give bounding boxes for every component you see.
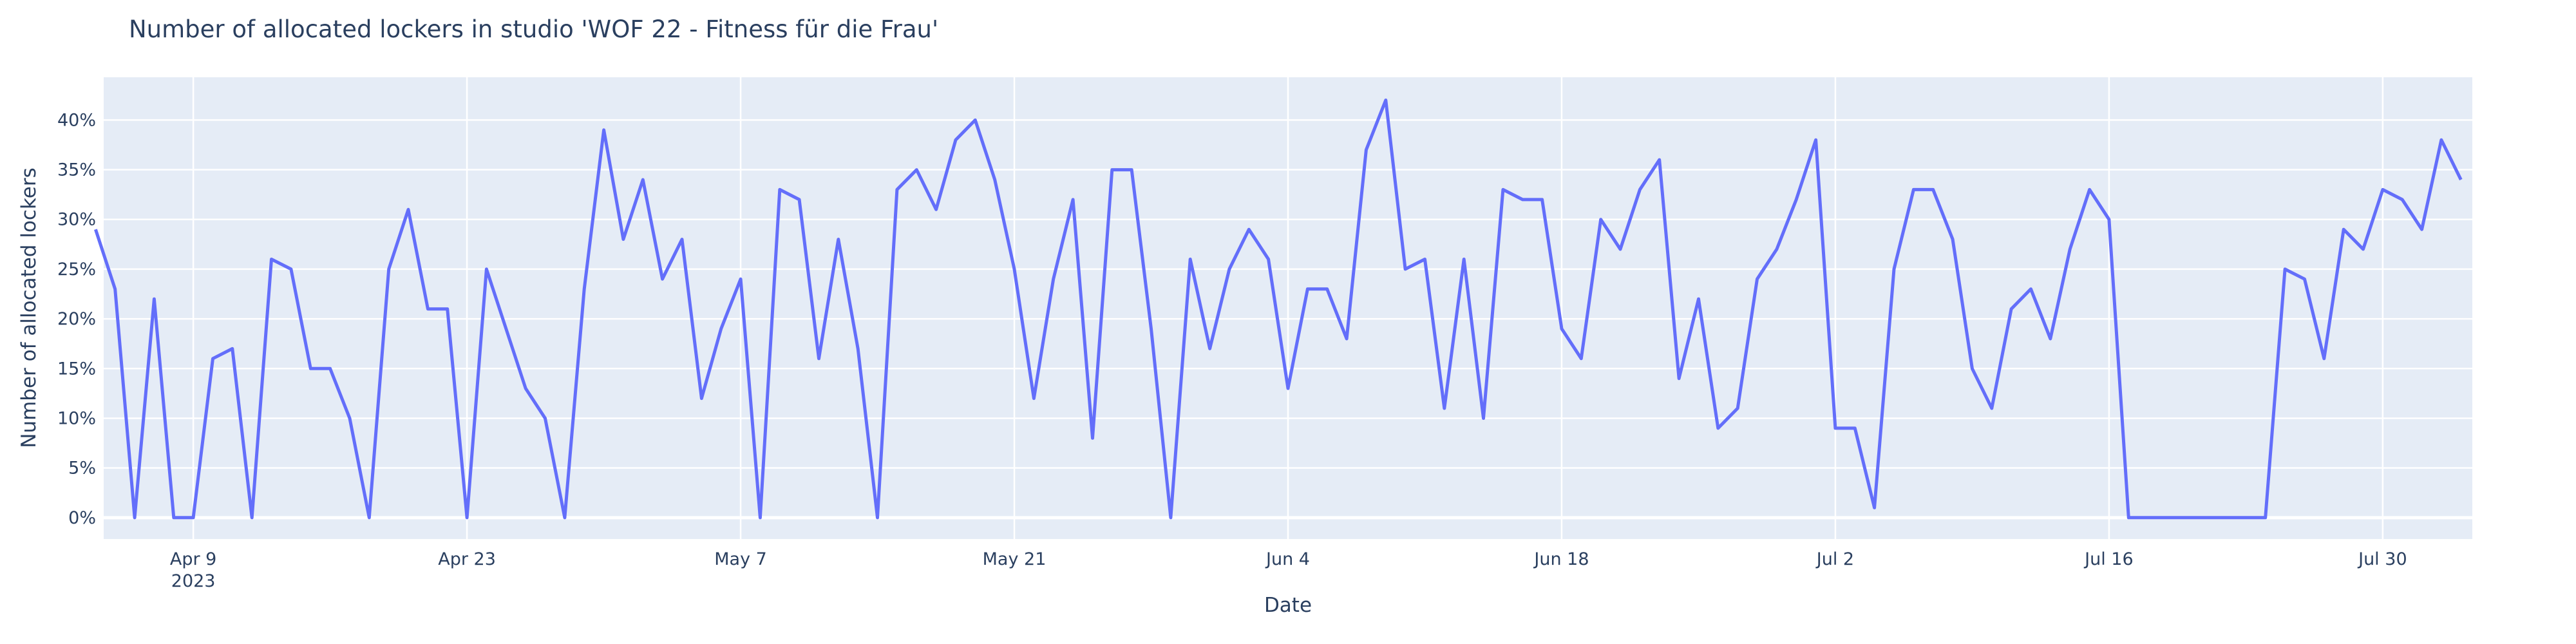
y-tick-label: 0% bbox=[68, 508, 96, 528]
y-tick-label: 25% bbox=[57, 260, 96, 279]
x-axis-title: Date bbox=[1264, 594, 1312, 617]
y-axis-title: Number of allocated lockers bbox=[17, 167, 41, 448]
y-tick-label: 35% bbox=[57, 160, 96, 180]
x-tick-label: May 21 bbox=[983, 549, 1046, 569]
y-tick-label: 10% bbox=[57, 408, 96, 428]
y-tick-label: 15% bbox=[57, 359, 96, 379]
x-tick-label: May 7 bbox=[714, 549, 767, 569]
y-tick-label: 40% bbox=[57, 110, 96, 130]
x-tick-label: Jul 30 bbox=[2357, 549, 2407, 569]
x-tick-label: Apr 9 bbox=[170, 549, 216, 569]
chart-title: Number of allocated lockers in studio 'W… bbox=[129, 15, 938, 43]
y-tick-label: 30% bbox=[57, 210, 96, 230]
x-year-label: 2023 bbox=[171, 571, 216, 591]
x-tick-label: Jul 16 bbox=[2083, 549, 2134, 569]
x-tick-label: Jun 18 bbox=[1533, 549, 1589, 569]
y-tick-label: 20% bbox=[57, 309, 96, 329]
y-tick-label: 5% bbox=[68, 459, 96, 478]
x-tick-label: Jun 4 bbox=[1265, 549, 1310, 569]
data-line bbox=[94, 99, 2463, 520]
x-tick-label: Jul 2 bbox=[1815, 549, 1854, 569]
x-tick-label: Apr 23 bbox=[438, 549, 496, 569]
